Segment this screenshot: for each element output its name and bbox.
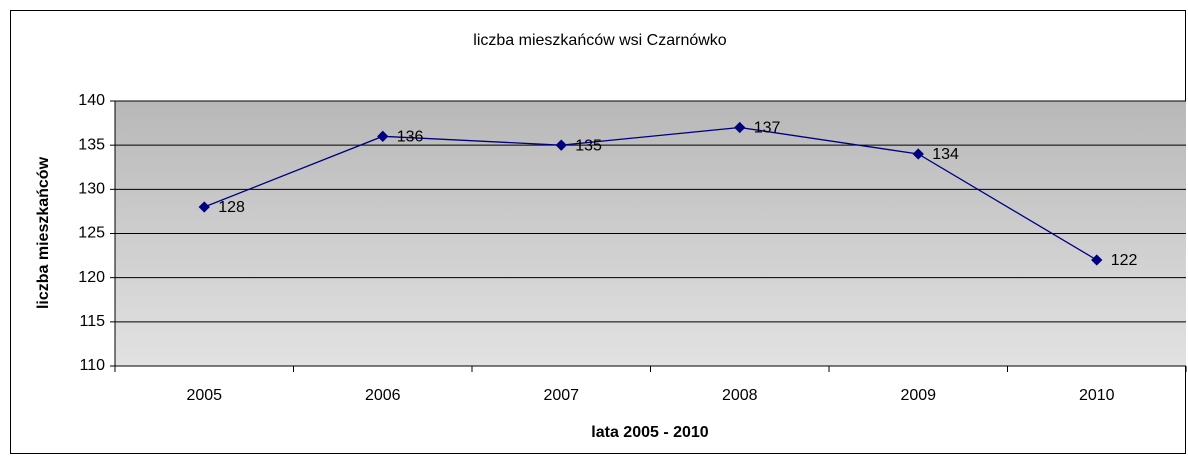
- x-tick-label: 2005: [186, 387, 222, 404]
- x-tick-label: 2009: [900, 387, 936, 404]
- x-tick-label: 2008: [722, 387, 758, 404]
- marker: [1091, 254, 1103, 266]
- y-axis-label: liczba mieszkańców: [35, 156, 52, 309]
- marker: [198, 201, 210, 213]
- y-tick-label: 115: [79, 313, 105, 330]
- data-label: 134: [932, 146, 959, 163]
- y-tick-label: 125: [78, 225, 105, 242]
- x-tick-label: 2006: [365, 387, 401, 404]
- data-label: 136: [397, 129, 424, 146]
- x-tick-label: 2010: [1079, 387, 1115, 404]
- x-tick-label: 2007: [543, 387, 579, 404]
- data-label: 122: [1111, 252, 1138, 269]
- y-tick-label: 140: [78, 92, 105, 109]
- marker: [555, 139, 567, 151]
- y-tick-label: 130: [78, 181, 105, 198]
- data-label: 135: [575, 137, 602, 154]
- line: [204, 126, 1098, 261]
- marker: [912, 148, 924, 160]
- data-label: 137: [754, 120, 781, 137]
- y-tick-label: 110: [79, 357, 105, 374]
- x-axis-label: lata 2005 - 2010: [591, 424, 709, 441]
- marker: [377, 130, 389, 142]
- chart-title: liczba mieszkańców wsi Czarnówko: [473, 32, 727, 49]
- y-tick-label: 135: [78, 136, 105, 153]
- y-tick-label: 120: [78, 269, 105, 286]
- data-label: 128: [218, 199, 245, 216]
